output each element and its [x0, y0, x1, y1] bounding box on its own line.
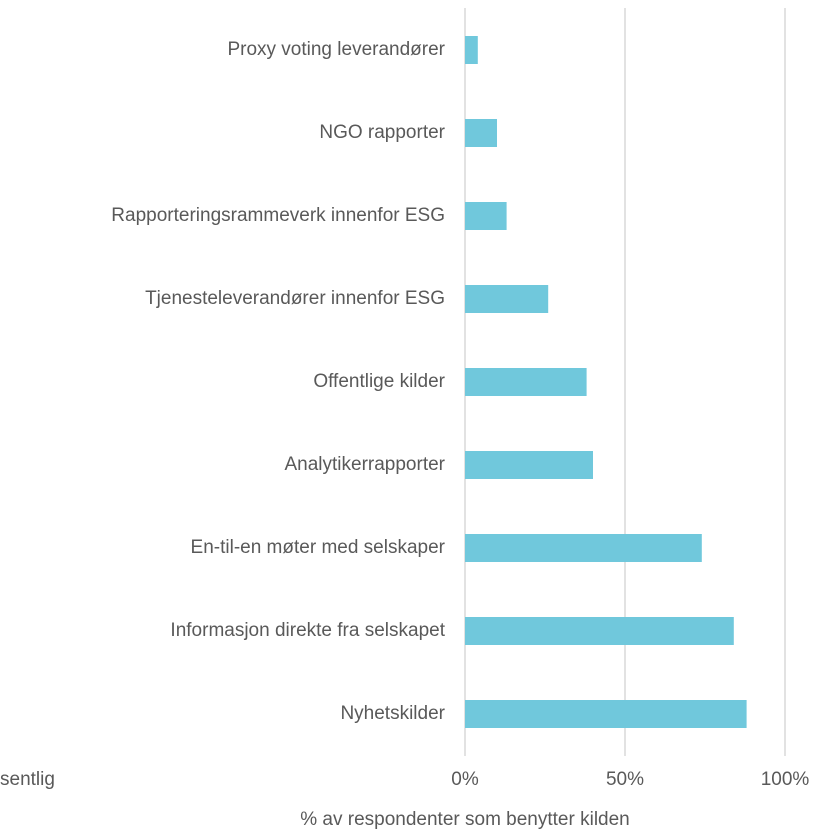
bar	[465, 700, 747, 728]
bar	[465, 368, 587, 396]
bar	[465, 119, 497, 147]
bar	[465, 202, 507, 230]
x-tick-label: 50%	[606, 769, 644, 790]
y-tick-label: Rapporteringsrammeverk innenfor ESG	[111, 205, 445, 226]
y-tick-label: Tjenesteleverandører innenfor ESG	[145, 288, 445, 309]
annotation: sentlig	[0, 769, 55, 790]
y-tick-label: Analytikerrapporter	[284, 454, 445, 475]
bar	[465, 36, 478, 64]
y-tick-label: Proxy voting leverandører	[227, 39, 445, 60]
y-tick-label: Informasjon direkte fra selskapet	[170, 620, 445, 641]
bar	[465, 534, 702, 562]
y-tick-label: En-til-en møter med selskaper	[191, 537, 446, 558]
x-axis-label: % av respondenter som benytter kilden	[300, 809, 630, 830]
y-tick-label: Nyhetskilder	[340, 703, 445, 724]
x-tick-label: 0%	[451, 769, 479, 790]
y-tick-label: Offentlige kilder	[313, 371, 445, 392]
y-tick-label: NGO rapporter	[319, 122, 445, 143]
bar	[465, 285, 549, 313]
x-tick-label: 100%	[761, 769, 810, 790]
bar	[465, 451, 593, 479]
bar	[465, 617, 734, 645]
